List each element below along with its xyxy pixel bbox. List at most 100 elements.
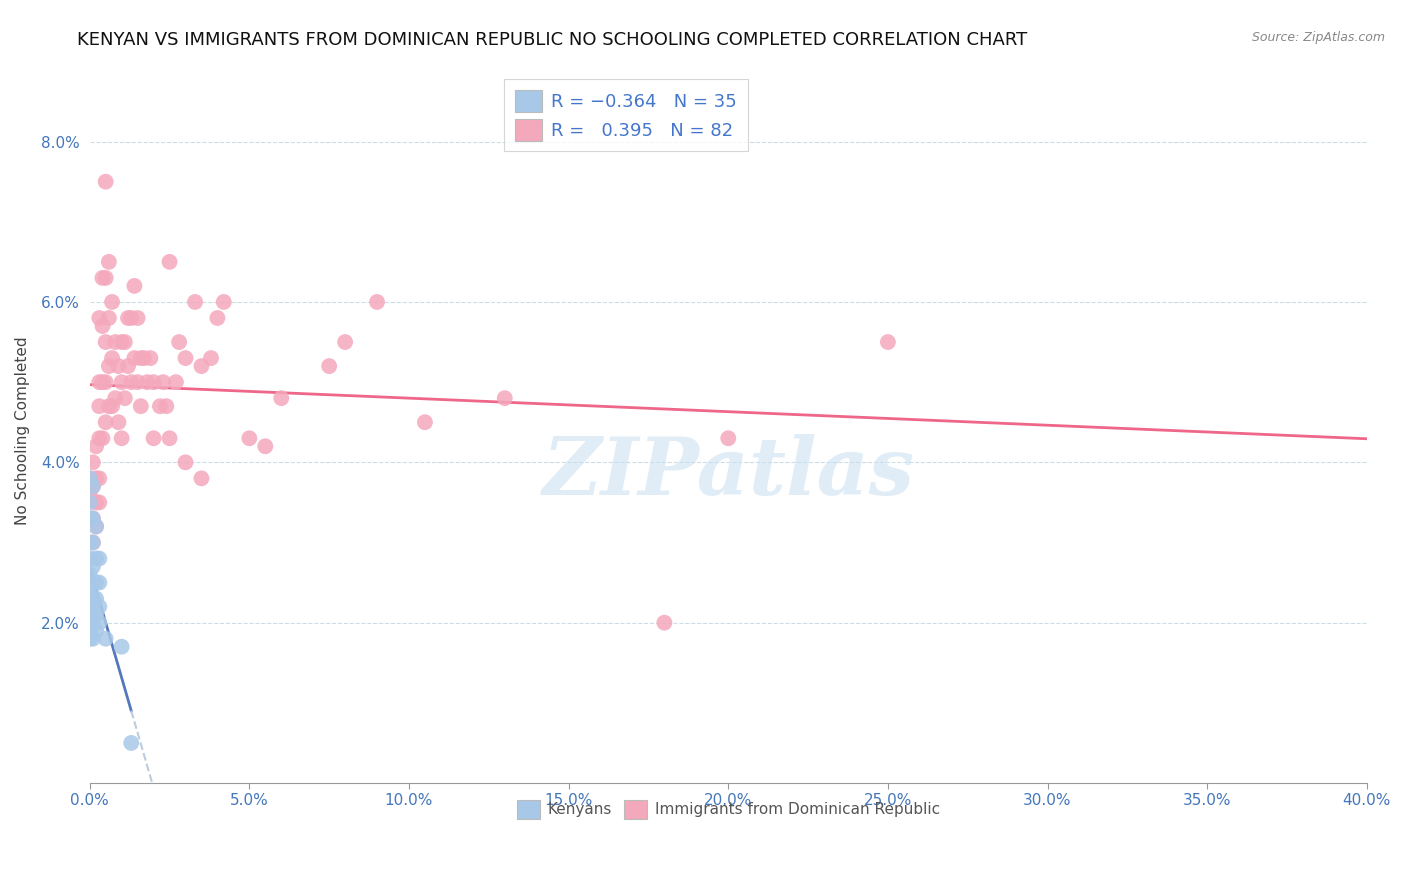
Point [79, 632, 101, 646]
Point [165, 375, 187, 389]
Point [79, 471, 101, 485]
Point [79, 607, 101, 622]
Point [270, 391, 292, 405]
Point [84, 519, 107, 533]
Point [94, 632, 117, 646]
Point [333, 334, 356, 349]
Point [82, 511, 104, 525]
Point [79, 551, 101, 566]
Point [89, 399, 111, 413]
Point [167, 334, 190, 349]
Point [82, 591, 104, 606]
Point [89, 471, 111, 485]
Point [89, 575, 111, 590]
Point [82, 615, 104, 630]
Point [107, 359, 129, 373]
Legend: Kenyans, Immigrants from Dominican Republic: Kenyans, Immigrants from Dominican Repub… [510, 794, 946, 825]
Point [207, 310, 229, 325]
Point [94, 415, 117, 429]
Point [94, 375, 117, 389]
Point [152, 375, 174, 389]
Text: ZIPatlas: ZIPatlas [543, 434, 914, 511]
Point [238, 431, 260, 445]
Point [366, 295, 388, 310]
Point [190, 471, 212, 485]
Point [111, 431, 134, 445]
Point [82, 479, 104, 493]
Point [129, 351, 152, 365]
Point [120, 375, 142, 389]
Point [654, 615, 676, 630]
Point [79, 535, 101, 549]
Point [101, 399, 124, 413]
Point [155, 399, 177, 413]
Point [79, 583, 101, 598]
Point [120, 736, 142, 750]
Point [494, 391, 516, 405]
Point [254, 439, 277, 453]
Point [877, 334, 900, 349]
Point [79, 487, 101, 501]
Point [114, 334, 136, 349]
Point [82, 455, 104, 469]
Point [84, 591, 107, 606]
Point [318, 359, 340, 373]
Point [91, 318, 114, 333]
Point [84, 624, 107, 638]
Point [717, 431, 740, 445]
Point [159, 431, 181, 445]
Point [127, 310, 149, 325]
Point [101, 295, 124, 310]
Point [132, 351, 155, 365]
Point [89, 310, 111, 325]
Point [139, 351, 162, 365]
Point [127, 375, 149, 389]
Point [84, 575, 107, 590]
Point [82, 559, 104, 574]
Point [94, 334, 117, 349]
Point [111, 375, 134, 389]
Point [82, 575, 104, 590]
Text: Source: ZipAtlas.com: Source: ZipAtlas.com [1251, 31, 1385, 45]
Point [101, 351, 124, 365]
Point [89, 431, 111, 445]
Point [212, 295, 235, 310]
Point [184, 295, 207, 310]
Point [84, 551, 107, 566]
Point [190, 359, 212, 373]
Point [94, 175, 117, 189]
Point [107, 415, 129, 429]
Point [114, 391, 136, 405]
Point [84, 495, 107, 509]
Point [142, 375, 165, 389]
Point [84, 607, 107, 622]
Point [117, 359, 139, 373]
Point [413, 415, 436, 429]
Point [79, 567, 101, 582]
Point [89, 375, 111, 389]
Point [79, 575, 101, 590]
Point [79, 495, 101, 509]
Point [89, 599, 111, 614]
Point [120, 310, 142, 325]
Point [89, 551, 111, 566]
Point [97, 359, 120, 373]
Point [89, 615, 111, 630]
Point [79, 471, 101, 485]
Point [91, 271, 114, 285]
Point [79, 599, 101, 614]
Point [104, 334, 127, 349]
Point [124, 351, 146, 365]
Point [82, 535, 104, 549]
Point [149, 399, 172, 413]
Point [174, 455, 197, 469]
Point [136, 375, 159, 389]
Point [82, 479, 104, 493]
Point [82, 599, 104, 614]
Point [142, 431, 165, 445]
Point [200, 351, 222, 365]
Point [79, 615, 101, 630]
Point [97, 399, 120, 413]
Point [111, 640, 134, 654]
Point [84, 519, 107, 533]
